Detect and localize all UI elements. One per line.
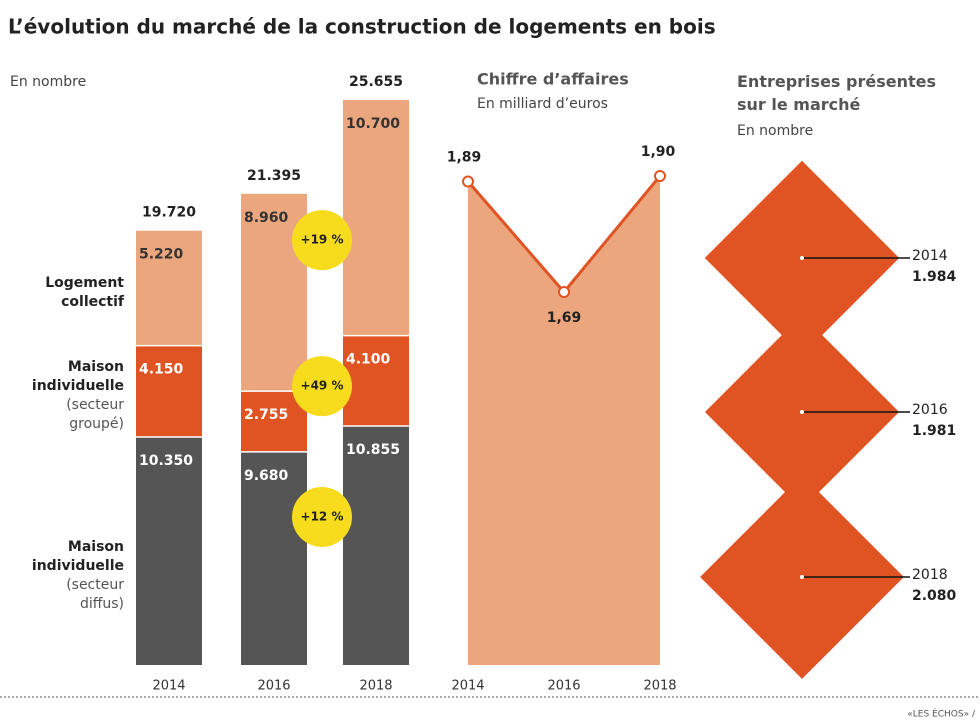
x-tick-label: 2018 — [359, 679, 392, 694]
legend-label: Maison individuelle (secteur diffus) — [19, 538, 124, 614]
x-tick-label: 2018 — [643, 679, 676, 694]
bar-segment — [241, 451, 307, 665]
total-label: 19.720 — [142, 205, 196, 221]
change-label: +12 % — [301, 509, 344, 523]
area-title: Chiffre d’affaires — [477, 70, 629, 89]
bar-segment — [136, 345, 202, 438]
legend-name: Maison individuelle — [31, 539, 124, 575]
legend-label: Logement collectif — [19, 274, 124, 312]
diamond-subtitle: En nombre — [737, 123, 813, 139]
x-tick-label: 2014 — [152, 679, 185, 694]
bar-segment — [343, 335, 409, 426]
diamond-title: Entreprises présentes sur le marché — [737, 72, 936, 114]
change-label: +19 % — [301, 233, 344, 247]
value-label: 1,90 — [641, 144, 676, 160]
leader-dot — [800, 410, 804, 414]
change-badge — [292, 486, 352, 547]
value-label: 4.150 — [139, 362, 184, 378]
source: «LES ÉCHOS» / — [907, 708, 976, 720]
value-label: 1,69 — [547, 310, 582, 326]
value-label: 1.984 — [912, 269, 957, 285]
point — [654, 170, 666, 182]
value-label: 10.700 — [346, 116, 400, 132]
value-label: 2.080 — [912, 588, 957, 604]
bar-segment — [343, 100, 409, 336]
leader-dot — [800, 256, 804, 260]
legend-label: Maison individuelle (secteur groupé) — [19, 358, 124, 434]
bar-segment — [343, 425, 409, 665]
legend-name: Logement collectif — [45, 275, 124, 311]
value-label: 5.220 — [139, 247, 184, 263]
bar-segment — [136, 230, 202, 346]
area-subtitle: En milliard d’euros — [477, 96, 608, 112]
value-label: 9.680 — [244, 468, 289, 484]
value-label: 8.960 — [244, 210, 289, 226]
bar-subtitle: En nombre — [10, 74, 86, 90]
value-label: 2.755 — [244, 407, 288, 423]
point — [462, 175, 474, 188]
year-label: 2018 — [912, 567, 948, 583]
bar-segment — [136, 437, 202, 665]
change-badge — [292, 210, 352, 271]
legend-name: Maison individuelle — [31, 359, 124, 395]
value-label: 4.100 — [346, 352, 391, 368]
bar-segment — [241, 391, 307, 452]
x-tick-label: 2016 — [257, 679, 290, 694]
change-badge — [292, 356, 352, 417]
change-label: +49 % — [301, 379, 344, 393]
year-label: 2016 — [912, 402, 948, 418]
area — [468, 176, 660, 665]
value-label: 10.350 — [139, 453, 193, 469]
year-label: 2014 — [912, 248, 948, 264]
total-label: 25.655 — [349, 74, 403, 90]
legend-detail: (secteur groupé) — [66, 397, 124, 433]
page-title: L’évolution du marché de la construction… — [8, 15, 716, 39]
total-label: 21.395 — [247, 168, 301, 184]
value-label: 1.981 — [912, 423, 956, 439]
value-label: 10.855 — [346, 442, 400, 458]
point — [558, 286, 570, 298]
x-tick-label: 2014 — [451, 679, 484, 694]
value-label: 1,89 — [447, 150, 482, 166]
legend-detail: (secteur diffus) — [66, 577, 124, 613]
x-tick-label: 2016 — [547, 679, 580, 694]
leader-dot — [800, 575, 804, 579]
